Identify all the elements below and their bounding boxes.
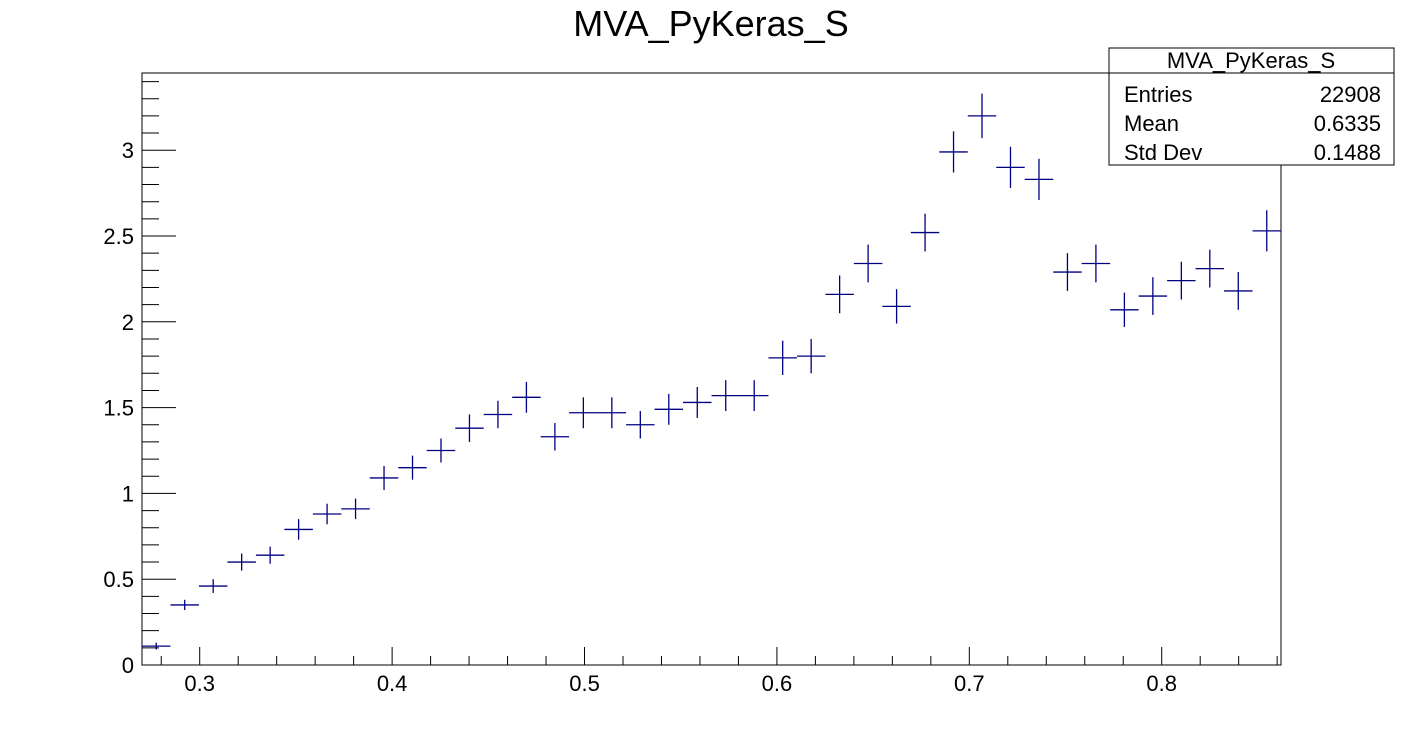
- y-tick-label: 1.5: [103, 396, 134, 421]
- data-point: [1252, 210, 1281, 252]
- data-point: [284, 519, 313, 540]
- y-tick-label: 0: [122, 653, 134, 678]
- y-tick-label: 2: [122, 310, 134, 335]
- data-point: [1195, 249, 1225, 288]
- data-point: [1024, 158, 1054, 200]
- data-point: [1110, 292, 1139, 327]
- x-tick-label: 0.7: [954, 671, 985, 696]
- stats-mean-value: 0.6335: [1314, 111, 1381, 136]
- data-point: [739, 380, 769, 412]
- data-point: [540, 423, 570, 451]
- x-tick-label: 0.5: [569, 671, 600, 696]
- data-point: [597, 397, 627, 429]
- data-points: [142, 93, 1281, 650]
- data-point: [1167, 261, 1196, 300]
- data-point: [255, 546, 285, 564]
- data-point: [227, 553, 256, 571]
- data-point: [142, 642, 171, 650]
- stats-box-title: MVA_PyKeras_S: [1167, 48, 1335, 73]
- data-point: [170, 599, 199, 611]
- data-point: [967, 93, 997, 139]
- data-point: [626, 411, 655, 439]
- plot-axes: 0 0.5 1 1.5 2 2.5 3 0.3 0.4 0.5 0.6 0.7 0.8: [103, 72, 1282, 696]
- data-point: [683, 387, 712, 418]
- data-point: [1081, 244, 1111, 283]
- stats-box-frame: [1108, 47, 1395, 166]
- chart-title: MVA_PyKeras_S: [573, 3, 848, 44]
- x-tick-label: 0.4: [377, 671, 408, 696]
- x-tick-label: 0.8: [1146, 671, 1177, 696]
- data-point: [768, 340, 797, 376]
- data-point: [398, 455, 427, 480]
- y-tick-label: 3: [122, 138, 134, 163]
- data-point: [711, 380, 740, 412]
- data-point: [996, 146, 1025, 188]
- data-point: [369, 465, 399, 490]
- data-point: [455, 414, 484, 442]
- data-point: [198, 579, 228, 593]
- stats-stddev-label: Std Dev: [1124, 140, 1202, 165]
- plot-frame: [141, 72, 1282, 666]
- data-point: [825, 275, 854, 314]
- y-tick-label: 0.5: [103, 567, 134, 592]
- data-point: [426, 438, 456, 463]
- data-point: [512, 381, 541, 413]
- data-point: [1053, 253, 1082, 291]
- data-point: [853, 244, 883, 283]
- data-point: [882, 289, 911, 324]
- data-point: [341, 498, 370, 520]
- data-point: [1138, 277, 1168, 315]
- data-point: [483, 400, 513, 429]
- data-point: [910, 213, 940, 252]
- x-tick-label: 0.3: [184, 671, 215, 696]
- stats-entries-label: Entries: [1124, 82, 1192, 107]
- data-point: [569, 397, 598, 429]
- stats-mean-label: Mean: [1124, 111, 1179, 136]
- stats-box: MVA_PyKeras_S Entries 22908 Mean 0.6335 …: [1108, 47, 1395, 166]
- x-tick-label: 0.6: [762, 671, 793, 696]
- data-point: [312, 503, 342, 525]
- data-point: [1224, 272, 1253, 310]
- data-point: [654, 393, 684, 425]
- stats-entries-value: 22908: [1320, 82, 1381, 107]
- stats-stddev-value: 0.1488: [1314, 140, 1381, 165]
- y-tick-label: 2.5: [103, 224, 134, 249]
- data-point: [939, 131, 968, 173]
- data-point: [796, 338, 826, 374]
- y-tick-label: 1: [122, 481, 134, 506]
